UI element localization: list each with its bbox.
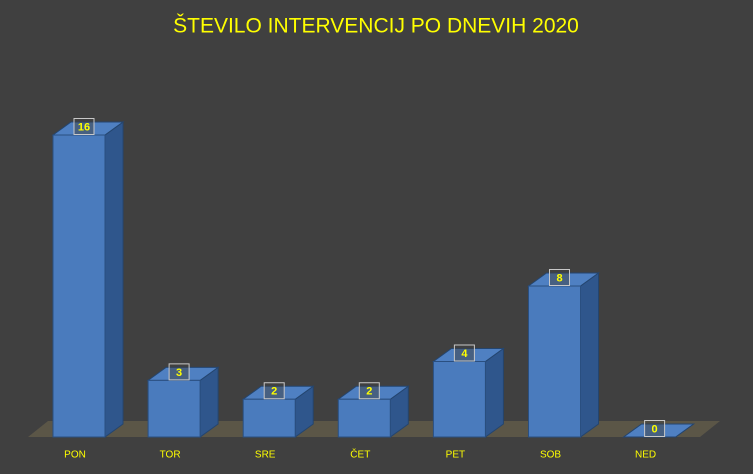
x-tick-label: TOR bbox=[160, 450, 181, 461]
bar bbox=[432, 361, 486, 438]
value-label-box bbox=[644, 420, 666, 437]
bar bbox=[242, 398, 296, 438]
x-tick-label: SRE bbox=[255, 450, 276, 461]
value-label-box bbox=[358, 382, 380, 400]
value-label: 0 bbox=[652, 423, 658, 435]
value-label: 8 bbox=[556, 272, 562, 284]
chart-title: ŠTEVILO INTERVENCIJ PO DNEVIH 2020 bbox=[173, 15, 579, 38]
bar bbox=[528, 285, 581, 438]
x-tick-label: ČET bbox=[350, 448, 370, 461]
x-tick-label: PON bbox=[64, 450, 86, 461]
x-tick-label: NED bbox=[635, 450, 656, 461]
value-label: 3 bbox=[176, 367, 182, 379]
value-label: 4 bbox=[461, 348, 468, 360]
value-label-box bbox=[549, 269, 570, 286]
bar-side bbox=[104, 121, 124, 438]
bar-side bbox=[580, 272, 599, 438]
value-label: 2 bbox=[271, 386, 277, 398]
value-label: 2 bbox=[366, 386, 372, 398]
value-label-box bbox=[263, 382, 285, 400]
value-label-box bbox=[453, 344, 475, 362]
x-tick-label: PET bbox=[446, 450, 465, 461]
bar bbox=[52, 134, 106, 438]
value-label: 16 bbox=[78, 121, 90, 133]
value-label-box bbox=[168, 363, 190, 381]
bar-side bbox=[484, 347, 504, 438]
value-label-box bbox=[73, 118, 95, 135]
bar bbox=[147, 379, 201, 438]
bar bbox=[337, 398, 391, 438]
x-tick-label: SOB bbox=[540, 450, 561, 461]
